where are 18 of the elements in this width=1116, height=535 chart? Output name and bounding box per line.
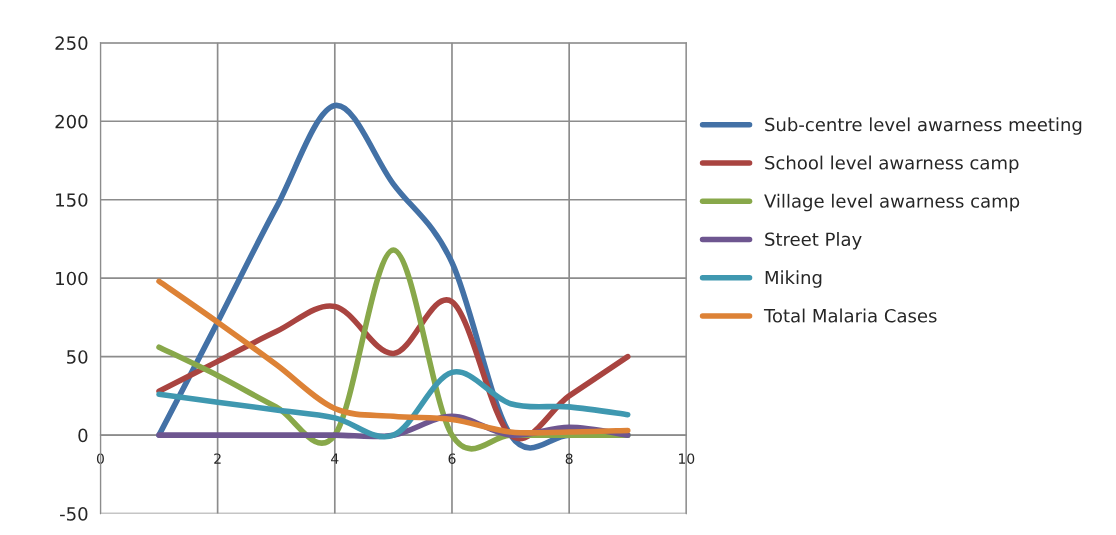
x-tick-label: 2 (214, 453, 221, 464)
y-tick-label: 200 (55, 114, 88, 129)
y-tick-label: 100 (56, 271, 88, 286)
legend-label: School level awarness camp (765, 155, 1019, 174)
y-tick-label: 150 (56, 193, 88, 207)
legend-label: Total Malaria Cases (763, 308, 937, 323)
legend-label: Village level awarness camp (764, 193, 1020, 212)
y-tick-label: 0 (78, 428, 88, 443)
y-tick-label: -50 (60, 507, 88, 521)
x-tick-label: 4 (331, 453, 339, 464)
x-tick-label: 10 (679, 453, 695, 464)
x-tick-label: 8 (565, 453, 573, 464)
legend-label: Sub-centre level awarness meeting (765, 117, 1082, 135)
y-tick-label: 50 (67, 350, 88, 364)
y-tick-label: 250 (55, 36, 88, 50)
x-tick-label: 6 (448, 453, 456, 464)
legend-label: Street Play (765, 232, 862, 250)
legend-label: Miking (765, 270, 822, 288)
